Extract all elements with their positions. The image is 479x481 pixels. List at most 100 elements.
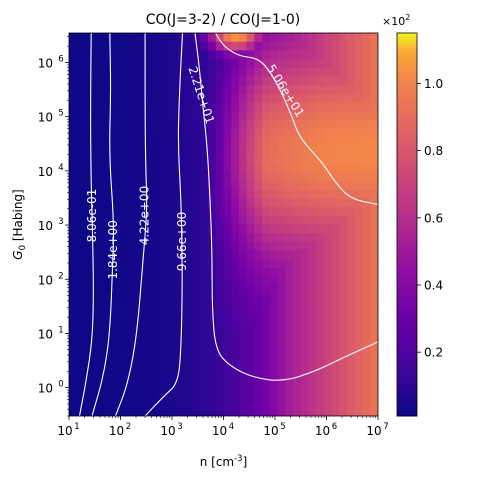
heatmap-cell <box>293 328 302 339</box>
contour-line <box>91 33 115 416</box>
heatmap-cell <box>215 294 224 304</box>
heatmap-cell <box>323 33 333 43</box>
heatmap-cell <box>208 180 217 191</box>
heatmap-cell <box>277 346 286 356</box>
heatmap-cell <box>370 398 378 408</box>
heatmap-cell <box>99 207 109 217</box>
heatmap-cell <box>238 355 248 365</box>
heatmap-cell <box>84 33 93 43</box>
heatmap-cell <box>269 268 278 278</box>
heatmap-cell <box>107 250 116 260</box>
heatmap-cell <box>269 180 278 191</box>
heatmap-cell <box>246 41 255 51</box>
heatmap-cell <box>138 407 147 416</box>
heatmap-cell <box>200 50 209 60</box>
heatmap-cell <box>238 346 248 356</box>
heatmap-cell <box>161 224 170 234</box>
heatmap-cell <box>246 163 255 173</box>
heatmap-cell <box>347 276 356 286</box>
heatmap-cell <box>177 381 186 391</box>
heatmap-cell <box>238 102 248 112</box>
heatmap-cell <box>269 233 278 243</box>
heatmap-cell <box>115 355 124 365</box>
heatmap-cell <box>254 102 263 112</box>
heatmap-cell <box>130 93 139 104</box>
heatmap-cell <box>339 276 348 286</box>
heatmap-cell <box>184 67 194 77</box>
heatmap-cell <box>192 163 201 173</box>
heatmap-cell <box>153 102 163 112</box>
heatmap-cell <box>184 120 194 130</box>
heatmap-cell <box>300 146 309 156</box>
heatmap-cell <box>123 250 132 260</box>
contour-line <box>194 33 378 381</box>
heatmap-cell <box>254 285 263 295</box>
heatmap-cell <box>362 172 371 182</box>
heatmap-cell <box>107 346 116 356</box>
heatmap-cell <box>308 311 317 321</box>
heatmap-cell <box>262 407 271 416</box>
heatmap-cell <box>200 163 209 173</box>
heatmap-cell <box>269 207 278 217</box>
heatmap-cell <box>107 398 116 408</box>
heatmap-cell <box>107 207 116 217</box>
heatmap-cell <box>262 389 271 399</box>
heatmap-cell <box>254 33 263 43</box>
heatmap-cell <box>161 294 170 304</box>
heatmap-cell <box>184 268 194 278</box>
heatmap-cell <box>192 215 201 225</box>
heatmap-cell <box>223 285 232 295</box>
colorbar-segment <box>397 74 417 79</box>
heatmap-cell <box>262 268 271 278</box>
heatmap-cell <box>308 76 317 86</box>
heatmap-cell <box>231 128 240 138</box>
heatmap-cell <box>92 67 101 77</box>
colorbar-segment <box>397 237 417 241</box>
heatmap-cell <box>177 93 186 104</box>
heatmap-cell <box>331 355 340 365</box>
heatmap-cell <box>192 128 201 138</box>
heatmap-cell <box>323 285 333 295</box>
heatmap-cell <box>69 67 78 77</box>
heatmap-cell <box>269 85 278 95</box>
heatmap-cell <box>277 189 286 199</box>
heatmap-cell <box>308 207 317 217</box>
x-tick-label: 10 <box>57 424 72 438</box>
heatmap-cell <box>177 294 186 304</box>
heatmap-cell <box>223 398 232 408</box>
heatmap-cell <box>323 233 333 243</box>
heatmap-cell <box>300 198 309 208</box>
colorbar-segment <box>397 163 417 168</box>
heatmap-cell <box>76 259 85 269</box>
heatmap-cell <box>339 50 348 60</box>
heatmap-cell <box>254 372 263 382</box>
heatmap-cell <box>269 215 278 225</box>
heatmap-cell <box>177 302 186 312</box>
heatmap-cell <box>200 250 209 260</box>
heatmap-cell <box>339 328 348 339</box>
heatmap-cell <box>215 259 224 269</box>
heatmap-cell <box>184 85 194 95</box>
heatmap-cell <box>370 276 378 286</box>
heatmap-cell <box>277 398 286 408</box>
heatmap-cell <box>99 250 109 260</box>
heatmap-cell <box>231 372 240 382</box>
heatmap-cell <box>300 276 309 286</box>
heatmap-cell <box>339 398 348 408</box>
heatmap-cell <box>146 224 155 234</box>
heatmap-cell <box>215 328 224 339</box>
heatmap-cell <box>293 102 302 112</box>
heatmap-cell <box>69 41 78 51</box>
heatmap-cell <box>107 85 116 95</box>
heatmap-cell <box>277 172 286 182</box>
heatmap-cell <box>215 59 224 69</box>
heatmap-cell <box>115 372 124 382</box>
heatmap-cell <box>177 128 186 138</box>
heatmap-cell <box>215 346 224 356</box>
heatmap-cell <box>169 163 178 173</box>
heatmap-cell <box>115 250 124 260</box>
colorbar-segment <box>397 256 417 261</box>
heatmap-cell <box>146 198 155 208</box>
heatmap-cell <box>269 407 278 416</box>
colorbar-segment <box>397 154 417 158</box>
